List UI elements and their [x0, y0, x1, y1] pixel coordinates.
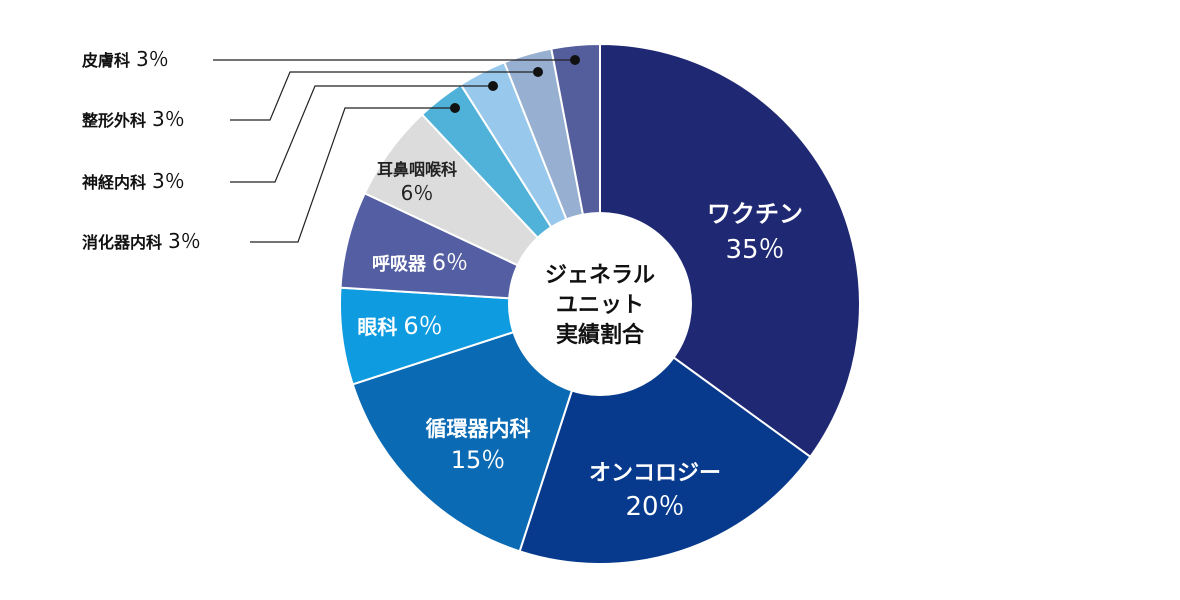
center-label-line-2: ユニット — [556, 293, 644, 318]
slice-8-value: 3％ — [152, 169, 185, 193]
center-label: ジェネラル ユニット 実績割合 — [545, 263, 655, 348]
slice-10-label: 皮膚科 3％ — [81, 47, 169, 71]
slice-10-value: 3％ — [136, 47, 169, 71]
slice-2-value: 20％ — [625, 492, 684, 522]
slice-9-leader-line — [230, 71, 538, 121]
slice-7-leader-line — [250, 107, 455, 243]
slice-7-value: 3％ — [168, 229, 201, 253]
slice-9-label: 整形外科 3％ — [81, 107, 185, 131]
slice-10-name: 皮膚科 — [81, 51, 130, 70]
slice-6-name: 耳鼻咽喉科 — [377, 160, 457, 179]
slice-6-value: 6％ — [401, 181, 434, 205]
center-label-line-1: ジェネラル — [545, 263, 655, 288]
slice-9-leader-dot — [533, 67, 543, 77]
slice-8-label: 神経内科 3％ — [82, 169, 185, 193]
slice-9-name: 整形外科 — [81, 111, 146, 130]
slice-8-name: 神経内科 — [82, 173, 146, 192]
slice-3-name: 循環器内科 — [426, 417, 531, 441]
slice-4-value: 6％ — [403, 312, 442, 340]
slice-5-name: 呼吸器 — [372, 254, 427, 275]
leader-lines — [213, 55, 580, 243]
slice-5-value: 6％ — [432, 251, 468, 276]
center-hole — [508, 212, 692, 396]
slice-8-leader-dot — [488, 81, 498, 91]
slice-9-value: 3％ — [152, 107, 185, 131]
slice-10-leader-dot — [570, 55, 580, 65]
slice-5-label: 呼吸器 6％ — [372, 251, 468, 276]
slice-4-name: 眼科 — [357, 315, 397, 339]
slice-1 — [599, 42, 861, 459]
slice-3-value: 15％ — [451, 446, 506, 474]
slice-4-label: 眼科 6％ — [357, 312, 442, 340]
slice-8-leader-line — [230, 85, 493, 183]
slice-7-name: 消化器内科 — [82, 233, 162, 252]
slice-1-value: 35％ — [725, 235, 784, 265]
slice-1-name: ワクチン — [707, 200, 803, 228]
slice-7-label: 消化器内科 3％ — [82, 229, 201, 253]
center-label-line-3: 実績割合 — [556, 322, 645, 348]
slice-2-name: オンコロジー — [589, 461, 721, 486]
slice-7-leader-dot — [450, 103, 460, 113]
